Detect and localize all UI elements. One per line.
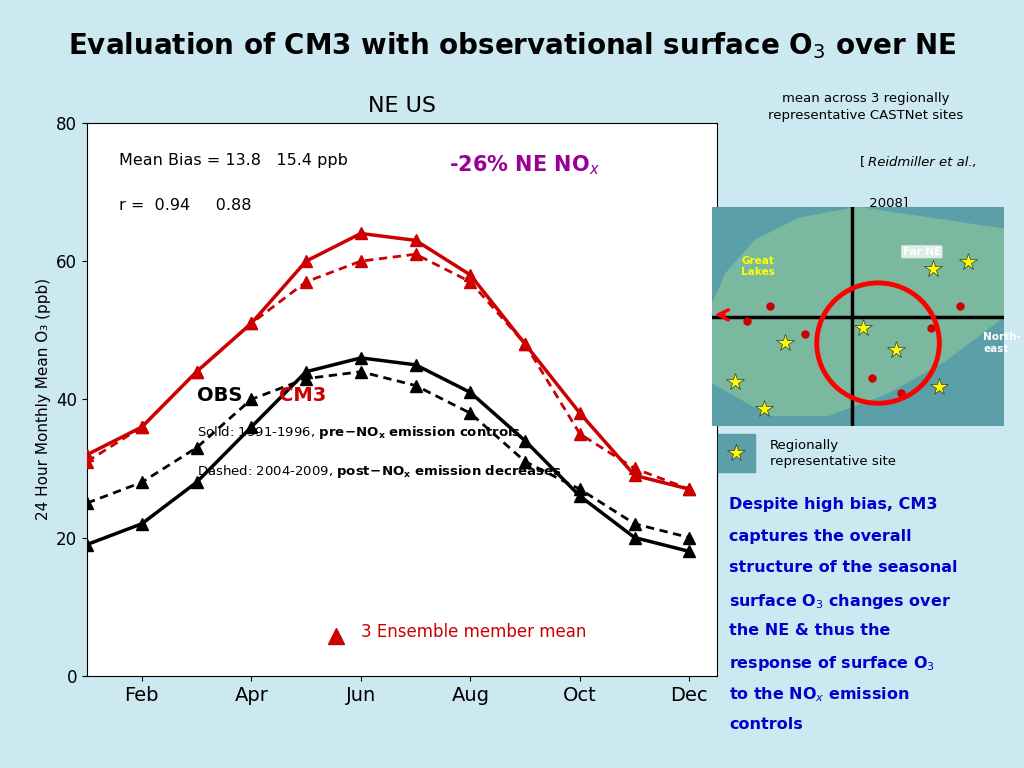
Title: NE US: NE US	[368, 96, 436, 116]
Text: to the NO$_x$ emission: to the NO$_x$ emission	[729, 686, 909, 704]
Text: -26% NE NO$_x$: -26% NE NO$_x$	[450, 154, 600, 177]
Text: Great
Lakes: Great Lakes	[741, 256, 775, 277]
Text: CM3: CM3	[280, 386, 327, 405]
Text: Dashed: 2004-2009, $\bf{post\!-\!NO_x}$ $\bf{emission\ decreases}$: Dashed: 2004-2009, $\bf{post\!-\!NO_x}$ …	[198, 463, 562, 480]
Text: mean across 3 regionally
representative CASTNet sites: mean across 3 regionally representative …	[768, 92, 963, 122]
Text: the NE & thus the: the NE & thus the	[729, 623, 891, 638]
Text: OBS: OBS	[198, 386, 250, 405]
Text: Far NE: Far NE	[903, 247, 941, 257]
Text: Despite high bias, CM3: Despite high bias, CM3	[729, 498, 938, 512]
Text: surface O$_3$ changes over: surface O$_3$ changes over	[729, 591, 951, 611]
Y-axis label: 24 Hour Monthly Mean O₃ (ppb): 24 Hour Monthly Mean O₃ (ppb)	[36, 278, 50, 521]
Text: response of surface O$_3$: response of surface O$_3$	[729, 654, 935, 674]
Text: Solid: 1991-1996, $\bf{pre\!-\!NO_x}$ $\bf{emission\ controls}$: Solid: 1991-1996, $\bf{pre\!-\!NO_x}$ $\…	[198, 424, 521, 442]
Text: 2008]: 2008]	[865, 196, 908, 209]
Text: Mean Bias = 13.8   15.4 ppb: Mean Bias = 13.8 15.4 ppb	[119, 154, 347, 168]
Text: Evaluation of CM3 with observational surface O$_3$ over NE: Evaluation of CM3 with observational sur…	[68, 31, 956, 61]
Text: Reidmiller et al.,: Reidmiller et al.,	[868, 155, 977, 168]
Text: structure of the seasonal: structure of the seasonal	[729, 560, 957, 575]
Text: 3 Ensemble member mean: 3 Ensemble member mean	[361, 624, 587, 641]
Polygon shape	[712, 207, 1004, 415]
Text: controls: controls	[729, 717, 803, 732]
Text: captures the overall: captures the overall	[729, 529, 911, 544]
Text: r =  0.94     0.88: r = 0.94 0.88	[119, 197, 251, 213]
Text: Regionally
representative site: Regionally representative site	[770, 439, 896, 468]
Text: North-
east: North- east	[983, 333, 1021, 354]
Text: [: [	[860, 155, 865, 168]
